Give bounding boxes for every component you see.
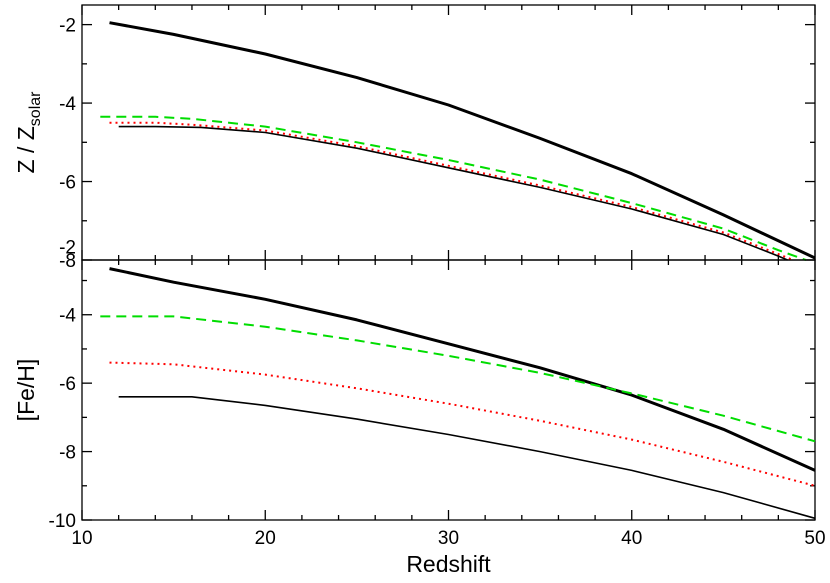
x-tick-label: 20 xyxy=(255,528,276,549)
bottom-y-tick-label: -2 xyxy=(59,237,76,258)
top-y-tick-label: -4 xyxy=(59,94,76,115)
top-series-line-0 xyxy=(109,21,816,260)
bottom-series-line-1 xyxy=(100,315,816,443)
top-y-tick-label: -2 xyxy=(59,16,76,37)
top-y-tick-label: -8 xyxy=(59,251,76,272)
bottom-y-tick-label: -8 xyxy=(59,443,76,464)
bottom-series-line-0 xyxy=(109,267,816,472)
top-y-tick-label: -6 xyxy=(59,173,76,194)
x-axis-title: Redshift xyxy=(406,551,491,577)
x-tick-label: 30 xyxy=(438,528,459,549)
x-tick-label: 10 xyxy=(71,528,92,549)
bottom-y-tick-label: -6 xyxy=(59,374,76,395)
x-tick-label: 50 xyxy=(804,528,825,549)
bottom-y-tick-label: -4 xyxy=(59,306,76,327)
top-series-line-2 xyxy=(109,121,794,261)
x-tick-label: 40 xyxy=(621,528,642,549)
bottom-series-line-3 xyxy=(118,396,816,520)
bottom-panel: -10 -8 -6 -4 -2 10 20 30 40 50 [Fe/H] Redshift xyxy=(13,237,826,577)
top-series-line-3 xyxy=(118,125,788,261)
bottom-y-axis-title: [Fe/H] xyxy=(13,359,39,422)
bottom-y-tick-label: -10 xyxy=(49,511,76,532)
y-axis-title-subscript: solar xyxy=(27,91,44,126)
